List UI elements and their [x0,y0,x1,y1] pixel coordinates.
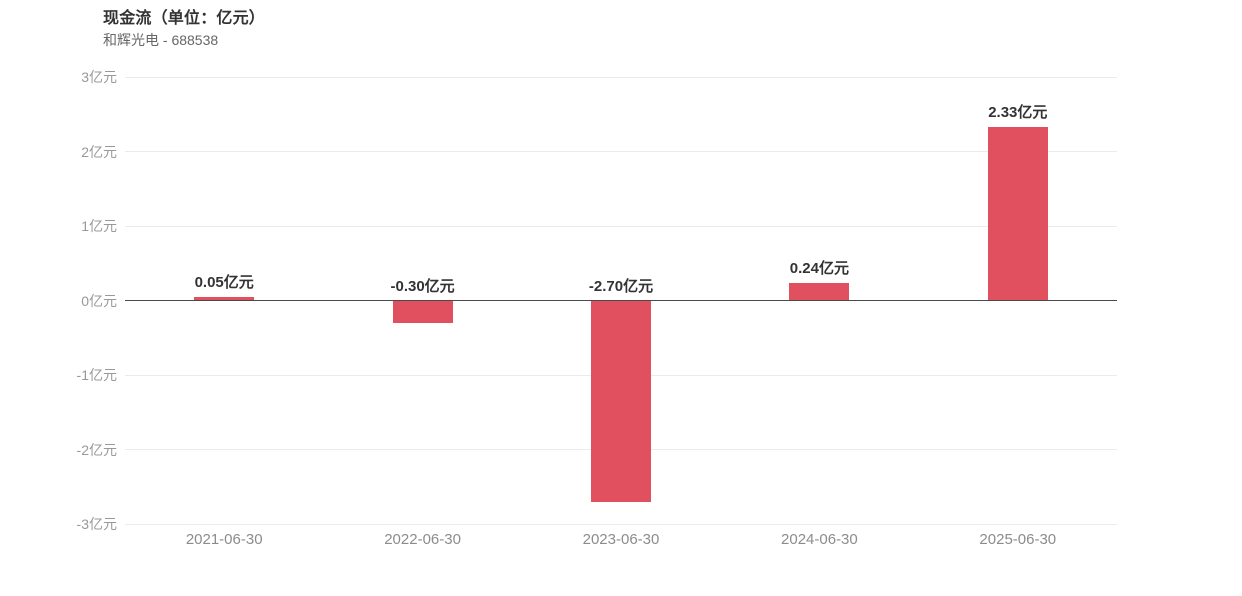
gridline [125,151,1117,152]
x-axis-tick-label: 2022-06-30 [384,531,461,548]
bar-2021-06-30[interactable] [194,296,255,300]
bar-value-label: 2.33亿元 [988,103,1048,121]
bar-value-label: 0.05亿元 [194,273,254,291]
bar-2022-06-30[interactable] [392,301,453,324]
gridline [125,225,1117,227]
gridline [125,76,1117,78]
bar-2025-06-30[interactable] [987,126,1048,300]
y-axis-tick-label: 2亿元 [81,143,117,160]
y-axis-tick-label: -1亿元 [76,367,117,383]
y-axis-tick-label: -3亿元 [76,516,117,532]
x-axis-tick-label: 2023-06-30 [582,531,660,548]
x-axis-tick-label: 2021-06-30 [185,531,263,548]
chart-subtitle: 和辉光电 - 688538 [103,32,219,48]
y-axis-tick-label: 3亿元 [81,69,117,85]
bar-2023-06-30[interactable] [591,301,651,503]
bar-value-label: -2.70亿元 [588,277,654,295]
x-axis-tick-label: 2024-06-30 [781,531,858,548]
y-axis-tick-label: 0亿元 [81,292,117,309]
y-axis-tick-label: 1亿元 [81,218,117,234]
chart-title: 现金流（单位：亿元） [103,10,266,27]
bar-2024-06-30[interactable] [789,282,850,300]
y-axis-tick-label: -2亿元 [76,441,117,458]
x-axis-tick-label: 2025-06-30 [979,531,1057,548]
bar-value-label: -0.30亿元 [390,277,455,295]
bar-value-label: 0.24亿元 [789,259,849,277]
gridline [125,523,1117,525]
zero-axis-line [125,300,1117,301]
